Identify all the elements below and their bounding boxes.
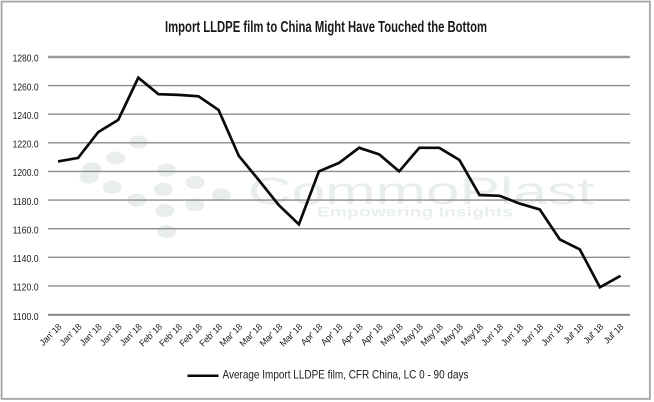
- svg-text:Empowering Insights: Empowering Insights: [317, 204, 513, 220]
- svg-text:Average Import LLDPE film, CFR: Average Import LLDPE film, CFR China, LC…: [223, 368, 469, 382]
- svg-text:1160.0: 1160.0: [13, 225, 39, 236]
- svg-text:1120.0: 1120.0: [13, 283, 39, 294]
- svg-text:1140.0: 1140.0: [13, 254, 39, 265]
- svg-text:1260.0: 1260.0: [13, 82, 39, 93]
- svg-text:1240.0: 1240.0: [13, 111, 39, 122]
- svg-text:1200.0: 1200.0: [13, 168, 39, 179]
- svg-text:Import LLDPE film to China Mig: Import LLDPE film to China Might Have To…: [165, 19, 487, 36]
- svg-text:1280.0: 1280.0: [13, 54, 39, 65]
- svg-text:1180.0: 1180.0: [13, 197, 39, 208]
- svg-text:1220.0: 1220.0: [13, 140, 39, 151]
- svg-text:1100.0: 1100.0: [13, 312, 39, 323]
